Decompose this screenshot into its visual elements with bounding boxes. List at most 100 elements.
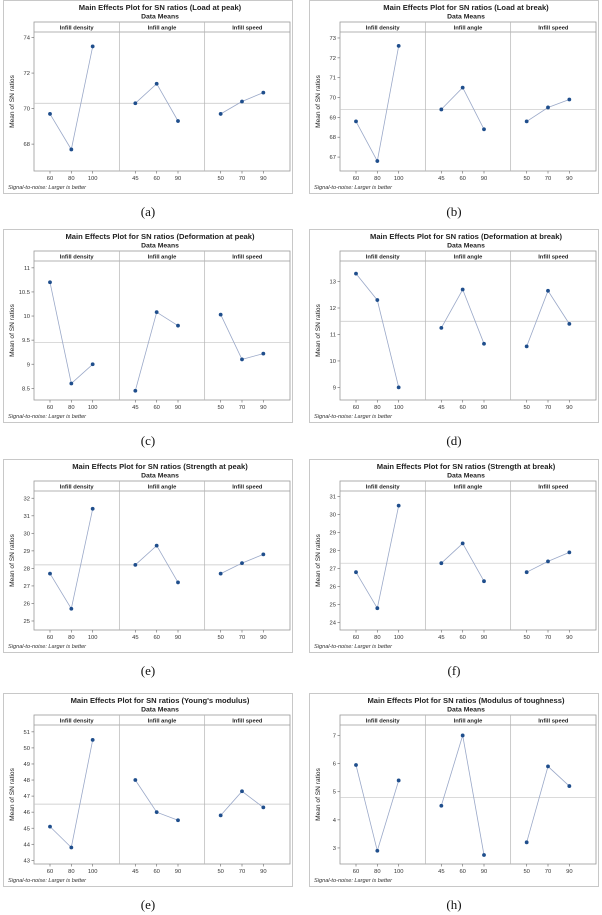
data-point: [524, 119, 529, 124]
data-point: [524, 840, 529, 845]
x-tick-label: 70: [545, 869, 551, 875]
data-point: [261, 90, 266, 95]
x-tick-label: 60: [47, 405, 53, 411]
x-tick-label: 60: [459, 176, 465, 182]
y-axis-label: Mean of SN ratios: [9, 303, 16, 356]
x-tick-label: 45: [438, 176, 444, 182]
y-tick-label: 9: [333, 385, 336, 391]
data-point: [133, 562, 138, 567]
x-tick-label: 50: [523, 176, 529, 182]
x-tick-label: 60: [153, 405, 159, 411]
x-tick-label: 80: [374, 405, 380, 411]
y-tick-label: 50: [24, 746, 30, 752]
y-axis-label: Mean of SN ratios: [9, 533, 16, 586]
x-tick-label: 90: [260, 176, 266, 182]
data-point: [439, 803, 444, 808]
data-point: [354, 763, 358, 767]
panel-caption: (e): [140, 897, 156, 912]
y-tick-label: 47: [24, 794, 30, 800]
panel-caption: (e): [140, 663, 156, 678]
chart-footnote: Signal-to-noise: Larger is better: [314, 878, 393, 884]
factor-label: Infill speed: [232, 718, 263, 724]
y-tick-label: 43: [24, 858, 30, 864]
x-tick-label: 90: [481, 176, 487, 182]
chart-subtitle: Data Means: [141, 707, 179, 714]
data-point: [375, 606, 380, 611]
data-point: [396, 385, 401, 390]
factor-label: Infill speed: [232, 25, 263, 31]
x-tick-label: 90: [481, 869, 487, 875]
x-tick-label: 90: [175, 635, 181, 641]
y-tick-label: 71: [330, 76, 336, 82]
chart-title: Main Effects Plot for SN ratios (Deforma…: [65, 232, 254, 241]
x-tick-label: 70: [239, 635, 245, 641]
y-tick-label: 46: [24, 810, 30, 816]
factor-label: Infill density: [60, 718, 95, 724]
chart-footnote: Signal-to-noise: Larger is better: [8, 414, 87, 420]
x-tick-label: 90: [481, 635, 487, 641]
chart-subtitle: Data Means: [447, 14, 485, 21]
chart-title: Main Effects Plot for SN ratios (Load at…: [383, 3, 549, 12]
y-tick-label: 25: [24, 619, 30, 625]
data-point: [69, 381, 74, 386]
x-tick-label: 90: [260, 405, 266, 411]
x-tick-label: 60: [459, 405, 465, 411]
plot-area: [339, 21, 597, 172]
data-point: [69, 147, 74, 152]
chart-panel-4: Main Effects Plot for SN ratios (Strengt…: [3, 459, 293, 653]
y-tick-label: 72: [24, 71, 30, 77]
data-point: [240, 561, 244, 566]
chart-footnote: Signal-to-noise: Larger is better: [314, 185, 393, 191]
x-tick-label: 60: [47, 176, 53, 182]
y-tick-label: 10: [24, 314, 30, 320]
y-axis-label: Mean of SN ratios: [315, 74, 322, 127]
chart-subtitle: Data Means: [447, 707, 485, 714]
x-tick-label: 45: [438, 405, 444, 411]
y-tick-label: 72: [330, 56, 336, 62]
x-tick-label: 80: [374, 176, 380, 182]
x-tick-label: 90: [566, 176, 572, 182]
data-point: [176, 323, 180, 328]
data-point: [396, 44, 401, 48]
data-point: [240, 789, 244, 794]
y-tick-label: 26: [24, 601, 30, 607]
y-tick-label: 28: [330, 549, 336, 555]
x-tick-label: 90: [260, 869, 266, 875]
factor-label: Infill angle: [454, 254, 483, 260]
data-point: [154, 543, 159, 548]
factor-label: Infill angle: [148, 718, 177, 724]
x-tick-label: 80: [68, 635, 74, 641]
y-tick-label: 11: [330, 332, 336, 338]
factor-label: Infill angle: [148, 25, 177, 31]
data-point: [48, 112, 52, 116]
y-tick-label: 48: [24, 778, 30, 784]
x-tick-label: 60: [353, 176, 359, 182]
chart-title: Main Effects Plot for SN ratios (Young's…: [71, 696, 250, 705]
chart-panel-3: Main Effects Plot for SN ratios (Deforma…: [309, 229, 599, 423]
x-tick-label: 60: [153, 635, 159, 641]
chart-title: Main Effects Plot for SN ratios (Load at…: [79, 3, 242, 12]
data-point: [396, 503, 401, 508]
x-tick-label: 70: [239, 869, 245, 875]
y-axis-label: Mean of SN ratios: [315, 533, 322, 586]
factor-label: Infill density: [366, 25, 401, 31]
y-tick-label: 9.5: [22, 338, 30, 344]
data-point: [354, 570, 358, 575]
x-tick-label: 70: [239, 405, 245, 411]
y-axis-label: Mean of SN ratios: [315, 767, 322, 820]
chart-subtitle: Data Means: [141, 14, 179, 21]
x-tick-label: 60: [353, 869, 359, 875]
chart-subtitle: Data Means: [447, 473, 485, 480]
panel-caption: (h): [446, 897, 462, 912]
plot-area: [339, 250, 597, 401]
y-tick-label: 6: [333, 762, 336, 768]
data-point: [90, 506, 95, 511]
x-tick-label: 50: [217, 176, 223, 182]
chart-panel-2: Main Effects Plot for SN ratios (Deforma…: [3, 229, 293, 423]
chart-subtitle: Data Means: [447, 243, 485, 250]
y-tick-label: 32: [24, 496, 30, 502]
factor-label: Infill angle: [148, 254, 177, 260]
x-tick-label: 50: [217, 405, 223, 411]
data-point: [90, 737, 95, 742]
y-axis-label: Mean of SN ratios: [315, 303, 322, 356]
